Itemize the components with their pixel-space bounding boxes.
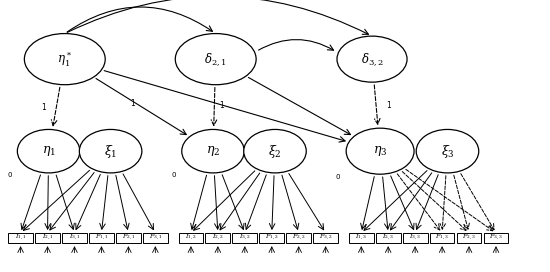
- FancyBboxPatch shape: [456, 233, 481, 243]
- FancyBboxPatch shape: [62, 233, 87, 243]
- FancyBboxPatch shape: [143, 233, 168, 243]
- FancyBboxPatch shape: [483, 233, 508, 243]
- Text: $\delta_{2,1}$: $\delta_{2,1}$: [205, 51, 227, 67]
- Text: 1: 1: [130, 99, 135, 108]
- FancyBboxPatch shape: [35, 233, 60, 243]
- Text: $I_{3,2}$: $I_{3,2}$: [239, 233, 251, 243]
- FancyBboxPatch shape: [206, 233, 230, 243]
- Text: $I_{1,2}$: $I_{1,2}$: [185, 233, 197, 243]
- Text: $F_{1,3}$: $F_{1,3}$: [435, 233, 449, 243]
- Ellipse shape: [416, 129, 478, 173]
- Text: $F_{3,2}$: $F_{3,2}$: [319, 233, 333, 243]
- Text: 0: 0: [172, 172, 176, 178]
- FancyBboxPatch shape: [116, 233, 141, 243]
- Text: $I_{2,2}$: $I_{2,2}$: [212, 233, 224, 243]
- Ellipse shape: [24, 33, 105, 85]
- Text: $I_{2,3}$: $I_{2,3}$: [382, 233, 394, 243]
- Text: 1: 1: [219, 101, 223, 110]
- Text: $I_{3,1}$: $I_{3,1}$: [69, 233, 80, 243]
- Ellipse shape: [337, 36, 407, 82]
- FancyBboxPatch shape: [287, 233, 311, 243]
- Ellipse shape: [244, 129, 306, 173]
- Text: 0: 0: [7, 172, 12, 178]
- FancyBboxPatch shape: [403, 233, 427, 243]
- Text: 1: 1: [41, 103, 46, 112]
- FancyBboxPatch shape: [89, 233, 114, 243]
- Text: $\xi_3$: $\xi_3$: [441, 143, 454, 160]
- Text: $F_{3,3}$: $F_{3,3}$: [489, 233, 503, 243]
- FancyBboxPatch shape: [179, 233, 204, 243]
- Text: 0: 0: [336, 174, 340, 180]
- Text: $\eta_1^*$: $\eta_1^*$: [57, 50, 73, 69]
- FancyBboxPatch shape: [314, 233, 338, 243]
- Text: $F_{2,3}$: $F_{2,3}$: [462, 233, 476, 243]
- Text: $I_{2,1}$: $I_{2,1}$: [42, 233, 53, 243]
- Text: $F_{2,1}$: $F_{2,1}$: [122, 233, 135, 243]
- FancyBboxPatch shape: [376, 233, 400, 243]
- Text: $I_{1,1}$: $I_{1,1}$: [15, 233, 26, 243]
- Text: $F_{1,1}$: $F_{1,1}$: [95, 233, 108, 243]
- Text: $\delta_{3,2}$: $\delta_{3,2}$: [361, 51, 383, 67]
- Text: $\eta_3$: $\eta_3$: [373, 144, 387, 158]
- Text: $F_{3,1}$: $F_{3,1}$: [148, 233, 162, 243]
- Text: $\xi_2$: $\xi_2$: [268, 143, 282, 160]
- FancyBboxPatch shape: [260, 233, 284, 243]
- FancyBboxPatch shape: [349, 233, 373, 243]
- Ellipse shape: [18, 129, 80, 173]
- FancyBboxPatch shape: [233, 233, 257, 243]
- Text: 1: 1: [386, 101, 390, 110]
- Text: $I_{1,3}$: $I_{1,3}$: [355, 233, 367, 243]
- Ellipse shape: [182, 129, 244, 173]
- FancyBboxPatch shape: [430, 233, 454, 243]
- Ellipse shape: [346, 128, 414, 174]
- Text: $\eta_1$: $\eta_1$: [42, 144, 56, 158]
- Ellipse shape: [175, 33, 256, 85]
- Text: $I_{3,3}$: $I_{3,3}$: [409, 233, 421, 243]
- Text: $F_{2,2}$: $F_{2,2}$: [292, 233, 306, 243]
- Text: $\eta_2$: $\eta_2$: [206, 144, 220, 158]
- Text: $F_{1,2}$: $F_{1,2}$: [265, 233, 279, 243]
- Ellipse shape: [79, 129, 142, 173]
- Text: $\xi_1$: $\xi_1$: [104, 143, 117, 160]
- FancyBboxPatch shape: [8, 233, 33, 243]
